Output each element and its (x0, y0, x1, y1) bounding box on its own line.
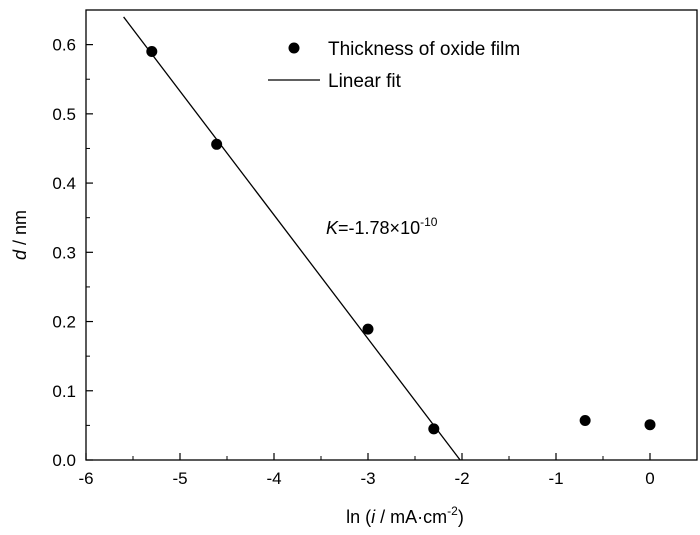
data-point (146, 46, 158, 58)
legend: Thickness of oxide film Linear fit (268, 39, 520, 92)
x-tick-label: -2 (454, 469, 469, 488)
slope-annotation: K=-1.78×10-10 (326, 215, 438, 238)
linear-fit-line (123, 16, 461, 461)
x-tick-label: 0 (645, 469, 654, 488)
y-axis-title: d / nm (10, 210, 30, 260)
points-layer (146, 46, 656, 435)
x-tick-label: -3 (360, 469, 375, 488)
x-title-symbol: i (371, 507, 376, 527)
plot-frame (85, 9, 698, 461)
x-axis-title: ln (i / mA·cm-2) (346, 504, 464, 527)
y-title-unit: / nm (10, 210, 30, 250)
data-point (211, 138, 223, 150)
x-tick-label: -4 (266, 469, 281, 488)
annotation-symbol: K (326, 218, 339, 238)
y-tick-label: 0.6 (52, 36, 76, 55)
y-tick-label: 0.4 (52, 174, 76, 193)
x-title-exponent: -2 (447, 504, 458, 518)
x-tick-label: -1 (548, 469, 563, 488)
y-tick-label: 0.0 (52, 451, 76, 470)
y-tick-label: 0.1 (52, 382, 76, 401)
y-tick-label: 0.5 (52, 105, 76, 124)
x-tick-label: -5 (172, 469, 187, 488)
x-tick-label: -6 (78, 469, 93, 488)
y-tick-label: 0.2 (52, 313, 76, 332)
x-title-close: ) (458, 507, 464, 527)
ticks: -6 -5 -4 -3 -2 -1 00.00.10.20.30.40.50.6 (52, 9, 655, 488)
annotation-exponent: -10 (420, 215, 438, 229)
x-title-prefix: ln ( (346, 507, 371, 527)
legend-label-scatter: Thickness of oxide film (328, 39, 520, 60)
legend-label-line: Linear fit (328, 71, 402, 92)
y-tick-label: 0.3 (52, 243, 76, 262)
data-point (644, 419, 656, 431)
annotation-value: =-1.78×10 (338, 218, 420, 238)
data-point (362, 323, 374, 335)
y-title-symbol: d (10, 249, 30, 260)
data-point (579, 415, 591, 427)
legend-marker-scatter (288, 42, 300, 54)
x-title-unit: / mA·cm (375, 507, 447, 527)
data-point (428, 423, 440, 435)
fit-line-layer (123, 16, 461, 461)
